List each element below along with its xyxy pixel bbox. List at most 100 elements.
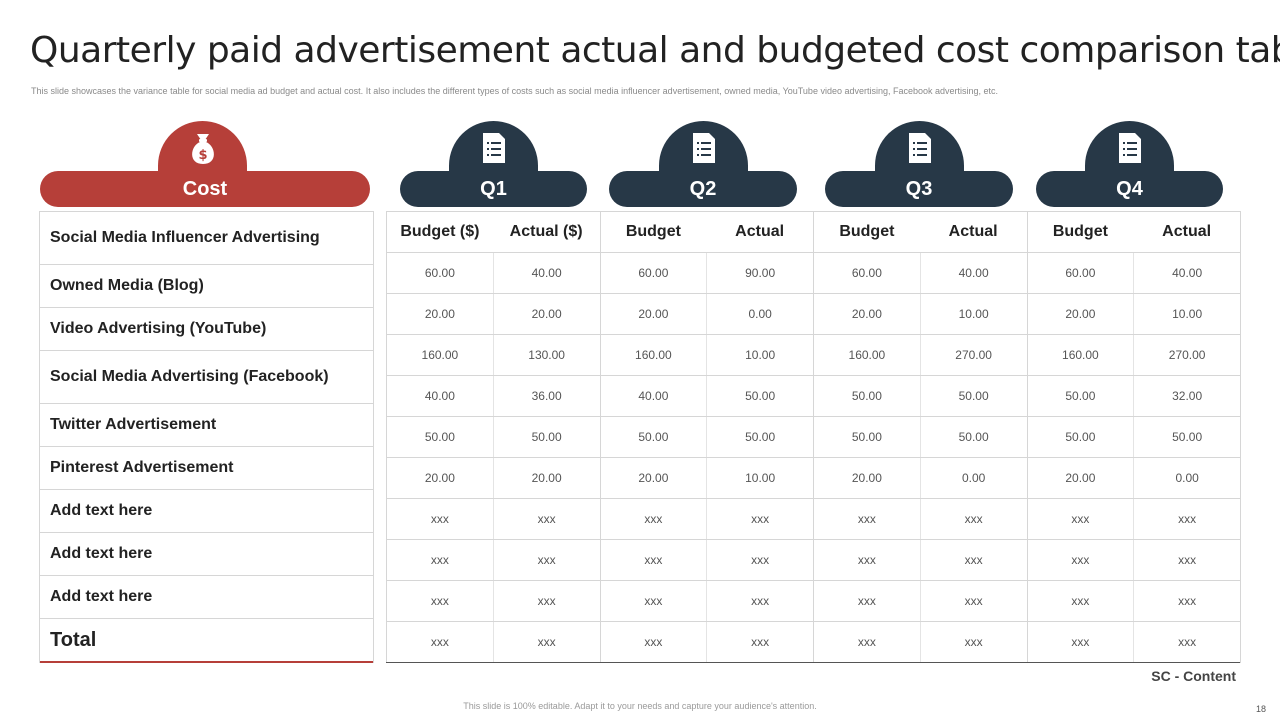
cost-item: Owned Media (Blog): [40, 265, 373, 308]
table-cell: 50.00: [386, 417, 493, 457]
column-header: Budget ($): [386, 212, 493, 252]
q1-header: Q1: [400, 171, 587, 207]
table-cell: xxx: [1026, 540, 1134, 580]
table-cell: xxx: [1133, 581, 1240, 621]
table-row: 20.00 20.00 20.00 0.00 20.00 10.00 20.00 10.00: [386, 294, 1240, 335]
table-cell: 60.00: [1026, 253, 1134, 293]
document-list-icon: [1118, 133, 1141, 163]
grid-header-row: Budget ($) Actual ($) Budget Actual Budg…: [386, 212, 1240, 253]
table-cell: xxx: [386, 499, 493, 539]
table-cell: 50.00: [813, 376, 920, 416]
table-cell: 36.00: [492, 376, 600, 416]
table-cell: 20.00: [1026, 294, 1134, 334]
document-list-icon: [908, 133, 931, 163]
table-cell: xxx: [919, 499, 1027, 539]
table-cell: xxx: [492, 581, 600, 621]
table-cell: xxx: [813, 622, 920, 662]
table-cell: xxx: [386, 581, 493, 621]
table-cell: 160.00: [386, 335, 493, 375]
table-cell: xxx: [492, 622, 600, 662]
cost-item: Video Advertising (YouTube): [40, 308, 373, 351]
table-row: 160.00 130.00 160.00 10.00 160.00 270.00 160.0…: [386, 335, 1240, 376]
q1-badge: [449, 121, 538, 171]
table-row: xxx xxx xxx xxx xxx xxx xxx xxx: [386, 540, 1240, 581]
table-cell: 40.00: [1133, 253, 1240, 293]
table-cell: xxx: [1133, 622, 1240, 662]
table-cell: xxx: [386, 540, 493, 580]
table-cell: 20.00: [386, 458, 493, 498]
table-cell: 10.00: [706, 458, 813, 498]
footer-note: This slide is 100% editable. Adapt it to…: [463, 701, 817, 711]
q3-badge: [875, 121, 964, 171]
table-cell: xxx: [599, 581, 707, 621]
q2-badge: [659, 121, 748, 171]
table-cell: 50.00: [919, 376, 1027, 416]
table-cell: 40.00: [599, 376, 707, 416]
table-row: xxx xxx xxx xxx xxx xxx xxx xxx: [386, 622, 1240, 663]
table-cell: 90.00: [706, 253, 813, 293]
cost-item: Social Media Influencer Advertising: [40, 212, 373, 265]
table-cell: xxx: [599, 622, 707, 662]
table-cell: 20.00: [492, 458, 600, 498]
table-row: 60.00 40.00 60.00 90.00 60.00 40.00 60.00 40.00: [386, 253, 1240, 294]
cost-comparison-grid: Budget ($) Actual ($) Budget Actual Budg…: [386, 211, 1241, 663]
table-cell: 10.00: [1133, 294, 1240, 334]
column-header: Actual: [735, 223, 785, 240]
table-cell: 50.00: [1026, 376, 1134, 416]
table-row: xxx xxx xxx xxx xxx xxx xxx xxx: [386, 499, 1240, 540]
table-cell: 20.00: [1026, 458, 1134, 498]
table-row: 40.00 36.00 40.00 50.00 50.00 50.00 50.00 32.00: [386, 376, 1240, 417]
cost-item: Add text here: [40, 490, 373, 533]
q3-header-label: Q3: [905, 177, 933, 200]
table-cell: 50.00: [919, 417, 1027, 457]
table-cell: xxx: [599, 499, 707, 539]
table-cell: 40.00: [386, 376, 493, 416]
cost-badge: $: [158, 121, 247, 171]
table-cell: 270.00: [919, 335, 1027, 375]
table-cell: 40.00: [919, 253, 1027, 293]
table-cell: 0.00: [706, 294, 813, 334]
cost-item: Add text here: [40, 533, 373, 576]
column-header: Actual: [948, 223, 998, 240]
page-title: Quarterly paid advertisement actual and …: [30, 30, 1280, 71]
table-cell: xxx: [492, 540, 600, 580]
cost-item: Twitter Advertisement: [40, 404, 373, 447]
table-cell: xxx: [813, 499, 920, 539]
table-cell: xxx: [706, 540, 813, 580]
table-cell: xxx: [492, 499, 600, 539]
page-subtitle: This slide showcases the variance table …: [31, 86, 999, 96]
document-list-icon: [482, 133, 505, 163]
table-cell: 50.00: [706, 417, 813, 457]
cost-item: Add text here: [40, 576, 373, 619]
table-cell: 60.00: [386, 253, 493, 293]
cost-header-label: Cost: [182, 177, 228, 200]
table-cell: 60.00: [599, 253, 707, 293]
svg-text:$: $: [198, 148, 207, 163]
table-cell: 20.00: [813, 294, 920, 334]
cost-header: Cost: [40, 171, 370, 207]
table-cell: 40.00: [492, 253, 600, 293]
table-cell: 50.00: [1026, 417, 1134, 457]
table-cell: 0.00: [1133, 458, 1240, 498]
table-cell: xxx: [919, 622, 1027, 662]
table-cell: xxx: [706, 622, 813, 662]
cost-item: Social Media Advertising (Facebook): [40, 351, 373, 404]
table-cell: xxx: [1026, 499, 1134, 539]
table-cell: xxx: [706, 499, 813, 539]
table-cell: xxx: [919, 581, 1027, 621]
column-header: Budget: [1026, 212, 1134, 252]
table-cell: xxx: [813, 581, 920, 621]
table-cell: 20.00: [492, 294, 600, 334]
q2-header-label: Q2: [689, 177, 717, 200]
table-row: 50.00 50.00 50.00 50.00 50.00 50.00 50.00 50.00: [386, 417, 1240, 458]
table-row: 20.00 20.00 20.00 10.00 20.00 0.00 20.00 0.00: [386, 458, 1240, 499]
table-cell: 10.00: [919, 294, 1027, 334]
table-cell: 160.00: [1026, 335, 1134, 375]
q1-header-label: Q1: [480, 177, 507, 200]
q3-header: Q3: [825, 171, 1013, 207]
q4-header: Q4: [1036, 171, 1223, 207]
cost-items-list: Social Media Influencer Advertising Owne…: [39, 211, 374, 663]
table-cell: 32.00: [1133, 376, 1240, 416]
table-cell: xxx: [1026, 622, 1134, 662]
table-cell: 50.00: [706, 376, 813, 416]
